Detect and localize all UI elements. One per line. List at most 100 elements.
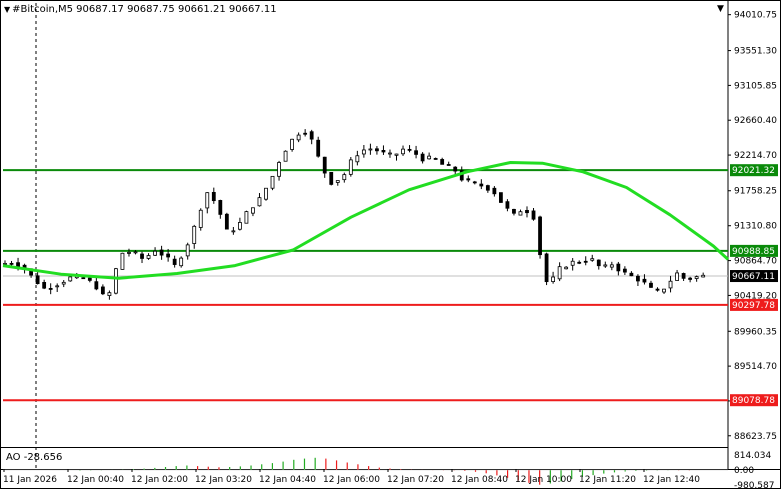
candle-body (303, 132, 308, 135)
chevron-down-icon[interactable]: ▼ (717, 4, 724, 14)
candle-body (133, 251, 138, 254)
candle-body (407, 148, 412, 151)
candle-body (642, 278, 647, 283)
candle-body (48, 288, 53, 290)
moving-average-line (2, 161, 730, 280)
price-tags: 92021.32 90988.85 90297.78 89078.78 90667.11 (730, 164, 778, 407)
candle-body (577, 261, 582, 264)
time-tick-label: 12 Jan 10:00 (515, 475, 572, 485)
level-tag-label: 89078.78 (732, 396, 775, 406)
price-tick-label: 88623.75 (734, 432, 777, 442)
candle-body (114, 268, 118, 294)
candle-body (244, 211, 249, 224)
candle-body (649, 282, 653, 288)
candle-body (120, 252, 125, 270)
candle-body (81, 277, 86, 280)
candle-body (564, 266, 569, 270)
candle-body (309, 131, 314, 140)
time-tick-label: 12 Jan 12:40 (643, 475, 700, 485)
candle-body (557, 266, 562, 280)
candle-body (518, 211, 523, 216)
candle-body (100, 286, 105, 295)
current-price-tag-bg (730, 270, 778, 283)
candle-body (512, 208, 516, 214)
candle-body (479, 183, 484, 187)
collapse-arrow-icon[interactable]: ▼ (4, 5, 11, 14)
candle-body (394, 153, 399, 156)
price-tick-label: 93551.30 (734, 47, 777, 57)
candle-body (681, 273, 686, 279)
candle-body (257, 197, 262, 207)
candle-body (172, 258, 177, 265)
candle-body (551, 276, 555, 282)
candle-body (355, 155, 360, 163)
time-tick-label: 12 Jan 04:40 (259, 475, 316, 485)
current-price-tag-label: 90667.11 (732, 272, 775, 282)
candle-body (348, 159, 353, 175)
horizontal-levels[interactable] (3, 169, 728, 402)
candle-body (218, 200, 223, 215)
candle-body (466, 178, 471, 181)
price-tick-label: 91310.80 (734, 222, 777, 232)
ao-tick-label: 0.00 (734, 466, 754, 476)
candle-body (277, 162, 281, 177)
candle-body (453, 166, 458, 172)
time-tick-label: 12 Jan 03:20 (195, 475, 252, 485)
candle-body (251, 207, 255, 214)
candle-body (179, 257, 184, 267)
ao-indicator-title: AO -28.656 (6, 452, 63, 463)
candle-body (590, 258, 595, 261)
time-tick-label: 12 Jan 07:20 (387, 475, 444, 485)
candle-body (381, 150, 386, 153)
level-tag-bg (730, 298, 778, 311)
candle-body (94, 281, 99, 290)
symbol-ohlc-text: #Bitcoin,M5 90687.17 90687.75 90661.21 9… (12, 4, 277, 15)
candle-body (290, 138, 295, 150)
candle-body (701, 274, 706, 278)
candle-body (596, 259, 601, 267)
candle-body (146, 255, 151, 259)
candle-body (472, 181, 477, 184)
candle-body (616, 263, 621, 272)
price-tick-label: 91758.25 (734, 187, 777, 197)
candle-body (342, 174, 347, 181)
candle-body (185, 244, 190, 257)
ao-tick-label: -980.587 (734, 481, 774, 489)
candle-body (127, 252, 131, 254)
price-tick-label: 92660.40 (734, 116, 777, 126)
level-tag-label: 90988.85 (732, 247, 775, 257)
price-tick-label: 90864.70 (734, 257, 777, 267)
candle-body (42, 281, 47, 289)
candle-body (388, 152, 392, 155)
candle-body (335, 180, 340, 183)
price-tick-label: 89960.35 (734, 327, 777, 337)
candle-body (525, 210, 529, 214)
candle-body (61, 281, 66, 285)
candle-body (505, 201, 510, 209)
candle-body (166, 253, 171, 258)
candle-body (544, 253, 549, 283)
price-tick-label: 92214.70 (734, 151, 777, 161)
level-tag-bg (730, 244, 778, 257)
candle-body (140, 253, 144, 259)
candle-body (322, 156, 327, 174)
candle-body (205, 192, 210, 209)
candle-body (159, 249, 164, 256)
candle-body (668, 280, 673, 289)
candle-body (270, 175, 275, 189)
level-tag-bg (730, 394, 778, 407)
candle-body (237, 222, 242, 230)
level-tag-label: 90297.78 (732, 301, 775, 311)
price-tick-label: 94010.75 (734, 11, 777, 21)
price-axis: 94010.75 93551.30 93105.85 92660.40 92214.70… (728, 11, 777, 489)
candle-body (211, 191, 216, 202)
time-tick-label: 12 Jan 02:00 (131, 475, 188, 485)
candle-body (485, 185, 490, 191)
candle-body (9, 262, 14, 265)
candle-body (688, 277, 693, 280)
candle-body (368, 148, 373, 151)
candle-body (622, 268, 627, 273)
awesome-oscillator-histogram (3, 457, 728, 485)
